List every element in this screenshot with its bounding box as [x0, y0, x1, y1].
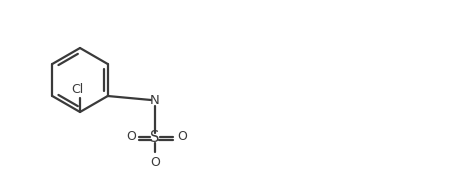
Text: O: O [177, 129, 187, 142]
Text: S: S [150, 130, 160, 146]
Text: O: O [126, 129, 136, 142]
Text: O: O [150, 155, 160, 168]
Text: N: N [150, 94, 160, 107]
Text: Cl: Cl [71, 83, 83, 96]
